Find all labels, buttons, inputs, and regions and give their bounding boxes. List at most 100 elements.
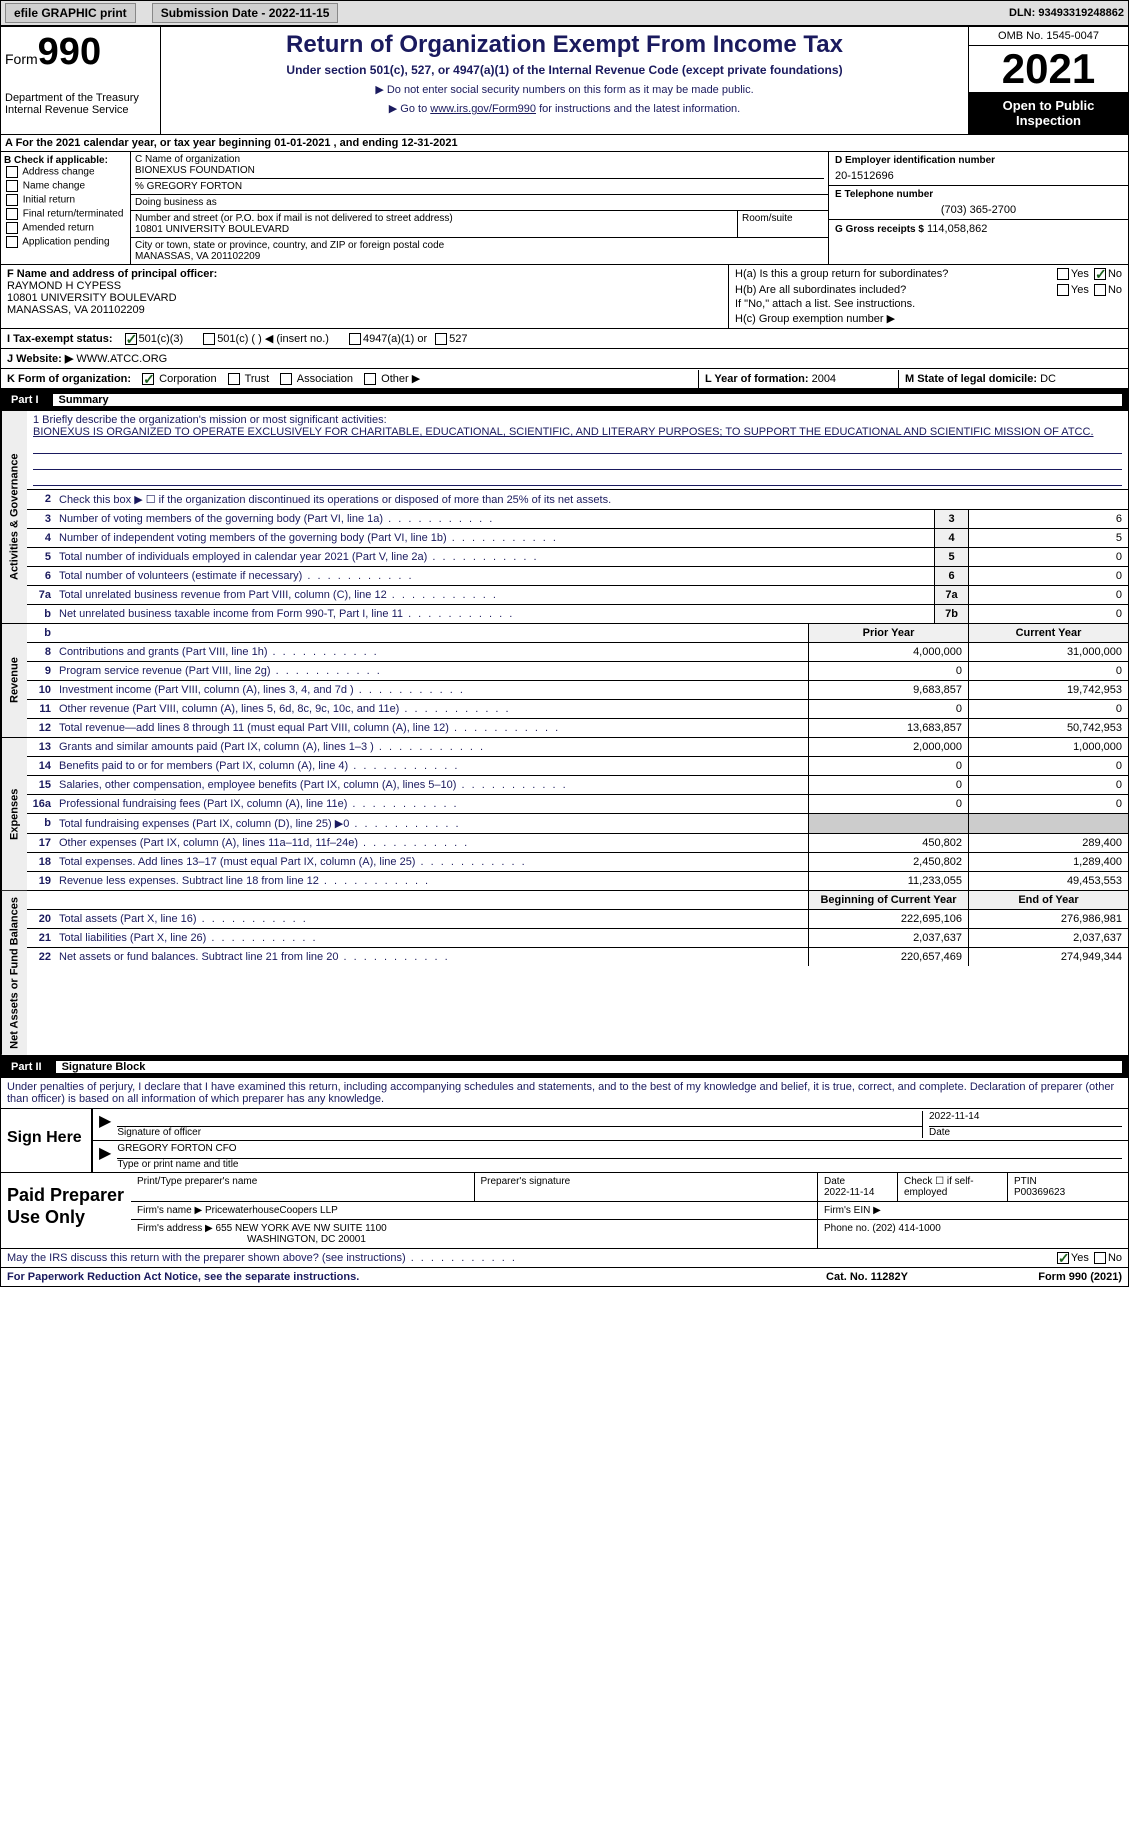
sign-here-block: Sign Here ▶ Signature of officer 2022-11…	[0, 1109, 1129, 1173]
officer-addr1: 10801 UNIVERSITY BOULEVARD	[7, 292, 722, 304]
addr-label: Number and street (or P.O. box if mail i…	[135, 213, 733, 224]
summary-row: bTotal fundraising expenses (Part IX, co…	[27, 814, 1128, 834]
summary-row: 14Benefits paid to or for members (Part …	[27, 757, 1128, 776]
hb-row: H(b) Are all subordinates included? Yes …	[735, 284, 1122, 296]
summary-expenses: Expenses 13Grants and similar amounts pa…	[0, 738, 1129, 891]
chk-initial[interactable]: Initial return	[4, 194, 127, 206]
tel-value: (703) 365-2700	[835, 204, 1122, 216]
summary-row: 15Salaries, other compensation, employee…	[27, 776, 1128, 795]
summary-row: 11Other revenue (Part VIII, column (A), …	[27, 700, 1128, 719]
firm-addr2: WASHINGTON, DC 20001	[247, 1234, 366, 1245]
hb-note: If "No," attach a list. See instructions…	[735, 298, 1122, 310]
sig-name: GREGORY FORTON CFO	[117, 1143, 1122, 1159]
paid-preparer-label: Paid Preparer Use Only	[1, 1173, 131, 1248]
summary-row: 7aTotal unrelated business revenue from …	[27, 586, 1128, 605]
vtab-netassets: Net Assets or Fund Balances	[1, 891, 27, 1055]
perjury-text: Under penalties of perjury, I declare th…	[0, 1078, 1129, 1109]
ha-row: H(a) Is this a group return for subordin…	[735, 268, 1122, 280]
discuss-row: May the IRS discuss this return with the…	[0, 1249, 1129, 1268]
org-name: BIONEXUS FOUNDATION	[135, 165, 824, 176]
website-value: WWW.ATCC.ORG	[76, 353, 167, 365]
header: Form990 Department of the Treasury Inter…	[0, 26, 1129, 135]
ein-label: D Employer identification number	[835, 155, 1122, 166]
summary-row: 10Investment income (Part VIII, column (…	[27, 681, 1128, 700]
prep-date: 2022-11-14	[824, 1187, 891, 1198]
ein-value: 20-1512696	[835, 170, 1122, 182]
calendar-year-row: A For the 2021 calendar year, or tax yea…	[0, 135, 1129, 152]
form-title: Return of Organization Exempt From Incom…	[165, 31, 964, 59]
addr-value: 10801 UNIVERSITY BOULEVARD	[135, 224, 733, 235]
dept-treasury: Department of the Treasury Internal Reve…	[5, 92, 156, 116]
efile-print-button[interactable]: efile GRAPHIC print	[5, 3, 136, 23]
vtab-activities: Activities & Governance	[1, 411, 27, 623]
summary-row: 16aProfessional fundraising fees (Part I…	[27, 795, 1128, 814]
prep-check: Check ☐ if self-employed	[898, 1173, 1008, 1201]
open-inspection: Open to Public Inspection	[969, 92, 1128, 134]
summary-row: 8Contributions and grants (Part VIII, li…	[27, 643, 1128, 662]
sig-officer-label: Signature of officer	[117, 1127, 201, 1138]
officer-addr2: MANASSAS, VA 201102209	[7, 304, 722, 316]
row-j-website: J Website: ▶ WWW.ATCC.ORG	[0, 349, 1129, 369]
dln: DLN: 93493319248862	[1009, 7, 1124, 19]
firm-phone: (202) 414-1000	[872, 1223, 940, 1234]
vtab-revenue: Revenue	[1, 624, 27, 737]
footer-cat: Cat. No. 11282Y	[792, 1271, 942, 1283]
sig-date: 2022-11-14	[929, 1111, 1122, 1127]
gross-value: 114,058,862	[927, 223, 987, 235]
officer-label: F Name and address of principal officer:	[7, 268, 722, 280]
officer-name: RAYMOND H CYPESS	[7, 280, 722, 292]
col-current: Current Year	[968, 624, 1128, 642]
footer-form: Form 990 (2021)	[942, 1271, 1122, 1283]
mission-block: 1 Briefly describe the organization's mi…	[27, 411, 1128, 490]
chk-final[interactable]: Final return/terminated	[4, 208, 127, 220]
part1-header: Part I Summary	[0, 389, 1129, 411]
subtitle-code: Under section 501(c), 527, or 4947(a)(1)…	[165, 63, 964, 77]
room-label: Room/suite	[742, 213, 824, 224]
org-co: % GREGORY FORTON	[135, 178, 824, 192]
summary-row: 18Total expenses. Add lines 13–17 (must …	[27, 853, 1128, 872]
summary-row: 3Number of voting members of the governi…	[27, 510, 1128, 529]
summary-row: 4Number of independent voting members of…	[27, 529, 1128, 548]
omb-number: OMB No. 1545-0047	[969, 27, 1128, 46]
vtab-expenses: Expenses	[1, 738, 27, 890]
summary-row: 19Revenue less expenses. Subtract line 1…	[27, 872, 1128, 890]
irs-link[interactable]: www.irs.gov/Form990	[430, 103, 536, 115]
prep-name-label: Print/Type preparer's name	[137, 1176, 468, 1187]
summary-row: 9Program service revenue (Part VIII, lin…	[27, 662, 1128, 681]
summary-row: 13Grants and similar amounts paid (Part …	[27, 738, 1128, 757]
col-b-checkboxes: B Check if applicable: Address change Na…	[1, 152, 131, 264]
subtitle-goto: ▶ Go to www.irs.gov/Form990 for instruct…	[165, 102, 964, 115]
summary-netassets: Net Assets or Fund Balances Beginning of…	[0, 891, 1129, 1056]
summary-row: 5Total number of individuals employed in…	[27, 548, 1128, 567]
chk-amended[interactable]: Amended return	[4, 222, 127, 234]
form-number: Form990	[5, 31, 156, 74]
col-d-info: D Employer identification number 20-1512…	[828, 152, 1128, 264]
summary-row: 22Net assets or fund balances. Subtract …	[27, 948, 1128, 966]
sign-here-label: Sign Here	[1, 1109, 91, 1172]
row-f-h: F Name and address of principal officer:…	[0, 265, 1129, 329]
col-begin: Beginning of Current Year	[808, 891, 968, 909]
chk-name[interactable]: Name change	[4, 180, 127, 192]
submission-date: Submission Date - 2022-11-15	[152, 3, 339, 23]
chk-address[interactable]: Address change	[4, 166, 127, 178]
city-value: MANASSAS, VA 201102209	[135, 251, 824, 262]
dba-label: Doing business as	[135, 197, 824, 208]
col-end: End of Year	[968, 891, 1128, 909]
summary-revenue: Revenue b Prior Year Current Year 8Contr…	[0, 624, 1129, 738]
chk-pending[interactable]: Application pending	[4, 236, 127, 248]
summary-row: 6Total number of volunteers (estimate if…	[27, 567, 1128, 586]
hc-row: H(c) Group exemption number ▶	[735, 312, 1122, 325]
firm-ein-label: Firm's EIN ▶	[818, 1202, 1128, 1219]
line2: Check this box ▶ ☐ if the organization d…	[55, 490, 1128, 509]
prep-sig-label: Preparer's signature	[481, 1176, 812, 1187]
main-info-grid: B Check if applicable: Address change Na…	[0, 152, 1129, 265]
paid-preparer-block: Paid Preparer Use Only Print/Type prepar…	[0, 1173, 1129, 1249]
summary-row: 20Total assets (Part X, line 16)222,695,…	[27, 910, 1128, 929]
subtitle-ssn: ▶ Do not enter social security numbers o…	[165, 83, 964, 96]
summary-row: 17Other expenses (Part IX, column (A), l…	[27, 834, 1128, 853]
city-label: City or town, state or province, country…	[135, 240, 824, 251]
tax-year: 2021	[969, 46, 1128, 92]
summary-activities: Activities & Governance 1 Briefly descri…	[0, 411, 1129, 624]
summary-row: 21Total liabilities (Part X, line 26)2,0…	[27, 929, 1128, 948]
firm-name: PricewaterhouseCoopers LLP	[205, 1205, 338, 1216]
